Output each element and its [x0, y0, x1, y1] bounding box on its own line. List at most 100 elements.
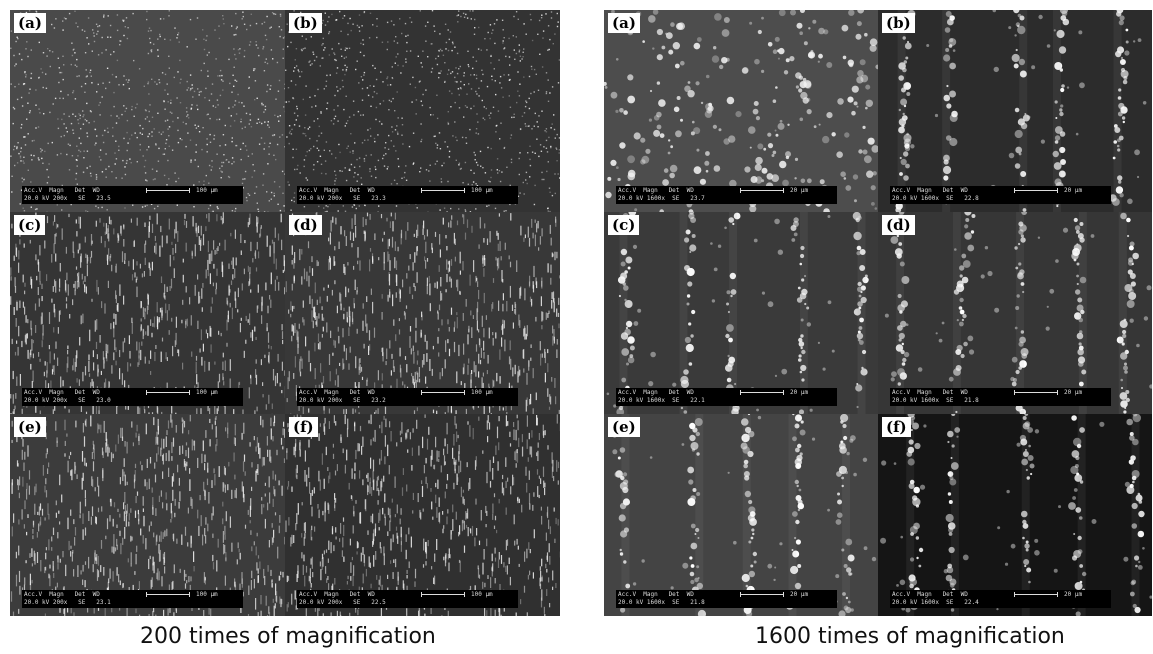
- left-panel-f: (f) Acc.V Magn Det WD 20.0 kV 200x SE 22.5…: [285, 414, 560, 616]
- scale-bar-length: 100 µm: [196, 389, 218, 396]
- scale-bar-length: 20 µm: [1064, 591, 1083, 598]
- scale-bar-info: 20.0 kV 1600x SE 22.1: [618, 397, 705, 404]
- left-panel-d: (d) Acc.V Magn Det WD 20.0 kV 200x SE 23.2…: [285, 212, 560, 414]
- scale-bar-info: 20.0 kV 200x SE 22.5: [299, 599, 386, 606]
- scale-bar-length: 100 µm: [196, 187, 218, 194]
- scale-bar-header: Acc.V Magn Det WD: [618, 187, 694, 194]
- scale-bar-line: [1014, 592, 1058, 597]
- micrograph-texture: [895, 10, 1147, 212]
- scale-bar-info: 20.0 kV 1600x SE 21.8: [892, 397, 979, 404]
- panel-label: (e): [608, 417, 640, 437]
- micrograph-texture: [10, 10, 285, 212]
- right-panel-b: (b) Acc.V Magn Det WD 20.0 kV 1600x SE 22.…: [878, 10, 1152, 212]
- scale-bar-length: 100 µm: [471, 591, 493, 598]
- caption-1600x: 1600 times of magnification: [755, 624, 1065, 649]
- scale-bar-length: 20 µm: [790, 591, 809, 598]
- micrograph-texture: [285, 212, 560, 414]
- panel-label: (f): [882, 417, 911, 437]
- micrograph-texture: [285, 414, 560, 616]
- micrograph-texture: [285, 10, 560, 212]
- left-panel-c: (c) Acc.V Magn Det WD 20.0 kV 200x SE 23.0…: [10, 212, 285, 414]
- scale-bar-length: 20 µm: [790, 187, 809, 194]
- right-panel-f: (f) Acc.V Magn Det WD 20.0 kV 1600x SE 22.…: [878, 414, 1152, 616]
- right-panel-c: (c) Acc.V Magn Det WD 20.0 kV 1600x SE 22.…: [604, 212, 878, 414]
- scale-bar-info: 20.0 kV 200x SE 23.3: [299, 195, 386, 202]
- micrograph-grid-1600x: (a) Acc.V Magn Det WD 20.0 kV 1600x SE 23.…: [604, 10, 1152, 616]
- scale-bar-line: [1014, 390, 1058, 395]
- scale-bar-line: [146, 592, 190, 597]
- micrograph-texture: [880, 414, 1152, 616]
- right-panel-a: (a) Acc.V Magn Det WD 20.0 kV 1600x SE 23.…: [604, 10, 878, 212]
- panel-label: (d): [289, 215, 322, 235]
- scale-bar-header: Acc.V Magn Det WD: [892, 591, 968, 598]
- scale-bar: Acc.V Magn Det WD 20.0 kV 200x SE 23.2 100…: [297, 388, 518, 406]
- panel-label: (d): [882, 215, 915, 235]
- panel-label: (c): [14, 215, 46, 235]
- scale-bar: Acc.V Magn Det WD 20.0 kV 1600x SE 23.7 20…: [616, 186, 837, 204]
- scale-bar-header: Acc.V Magn Det WD: [299, 389, 375, 396]
- scale-bar-header: Acc.V Magn Det WD: [892, 187, 968, 194]
- scale-bar: Acc.V Magn Det WD 20.0 kV 1600x SE 22.4 20…: [890, 590, 1111, 608]
- scale-bar-header: Acc.V Magn Det WD: [299, 187, 375, 194]
- scale-bar-header: Acc.V Magn Det WD: [299, 591, 375, 598]
- scale-bar: Acc.V Magn Det WD 20.0 kV 1600x SE 22.1 20…: [616, 388, 837, 406]
- scale-bar-info: 20.0 kV 1600x SE 21.8: [618, 599, 705, 606]
- panel-label: (a): [608, 13, 640, 33]
- caption-200x: 200 times of magnification: [140, 624, 436, 649]
- scale-bar-line: [740, 188, 784, 193]
- scale-bar-header: Acc.V Magn Det WD: [618, 591, 694, 598]
- scale-bar: Acc.V Magn Det WD 20.0 kV 200x SE 23.3 100…: [297, 186, 518, 204]
- right-panel-d: (d) Acc.V Magn Det WD 20.0 kV 1600x SE 21.…: [878, 212, 1152, 414]
- scale-bar-info: 20.0 kV 200x SE 23.1: [24, 599, 111, 606]
- scale-bar-length: 20 µm: [790, 389, 809, 396]
- scale-bar: Acc.V Magn Det WD 20.0 kV 1600x SE 21.8 20…: [616, 590, 837, 608]
- scale-bar-info: 20.0 kV 200x SE 23.0: [24, 397, 111, 404]
- scale-bar-line: [1014, 188, 1058, 193]
- scale-bar-line: [146, 390, 190, 395]
- scale-bar-length: 100 µm: [196, 591, 218, 598]
- scale-bar: Acc.V Magn Det WD 20.0 kV 1600x SE 21.8 20…: [890, 388, 1111, 406]
- scale-bar-info: 20.0 kV 200x SE 23.5: [24, 195, 111, 202]
- left-panel-e: (e) Acc.V Magn Det WD 20.0 kV 200x SE 23.1…: [10, 414, 285, 616]
- panel-label: (f): [289, 417, 318, 437]
- scale-bar-info: 20.0 kV 1600x SE 22.8: [892, 195, 979, 202]
- micrograph-texture: [604, 10, 878, 212]
- scale-bar: Acc.V Magn Det WD 20.0 kV 200x SE 23.5 100…: [22, 186, 243, 204]
- micrograph-texture: [10, 414, 285, 616]
- micrograph-texture: [10, 212, 285, 414]
- scale-bar-line: [421, 390, 465, 395]
- left-panel-b: (b) Acc.V Magn Det WD 20.0 kV 200x SE 23.3…: [285, 10, 560, 212]
- micrograph-texture: [884, 212, 1152, 414]
- scale-bar-length: 20 µm: [1064, 389, 1083, 396]
- scale-bar-header: Acc.V Magn Det WD: [618, 389, 694, 396]
- left-panel-a: (a) Acc.V Magn Det WD 20.0 kV 200x SE 23.5…: [10, 10, 285, 212]
- scale-bar-header: Acc.V Magn Det WD: [24, 591, 100, 598]
- micrograph-grid-200x: (a) Acc.V Magn Det WD 20.0 kV 200x SE 23.5…: [10, 10, 560, 616]
- scale-bar-header: Acc.V Magn Det WD: [892, 389, 968, 396]
- scale-bar-length: 100 µm: [471, 389, 493, 396]
- scale-bar-line: [146, 188, 190, 193]
- panel-label: (c): [608, 215, 640, 235]
- right-panel-e: (e) Acc.V Magn Det WD 20.0 kV 1600x SE 21.…: [604, 414, 878, 616]
- panel-label: (b): [289, 13, 322, 33]
- panel-label: (a): [14, 13, 46, 33]
- scale-bar-header: Acc.V Magn Det WD: [24, 187, 100, 194]
- scale-bar: Acc.V Magn Det WD 20.0 kV 1600x SE 22.8 20…: [890, 186, 1111, 204]
- micrograph-texture: [606, 212, 869, 414]
- scale-bar-line: [740, 592, 784, 597]
- scale-bar: Acc.V Magn Det WD 20.0 kV 200x SE 23.0 100…: [22, 388, 243, 406]
- scale-bar-line: [421, 592, 465, 597]
- scale-bar-info: 20.0 kV 1600x SE 22.4: [892, 599, 979, 606]
- micrograph-texture: [611, 414, 877, 616]
- scale-bar-info: 20.0 kV 1600x SE 23.7: [618, 195, 705, 202]
- scale-bar: Acc.V Magn Det WD 20.0 kV 200x SE 23.1 100…: [22, 590, 243, 608]
- scale-bar-length: 20 µm: [1064, 187, 1083, 194]
- scale-bar-line: [421, 188, 465, 193]
- panel-label: (e): [14, 417, 46, 437]
- panel-label: (b): [882, 13, 915, 33]
- scale-bar-header: Acc.V Magn Det WD: [24, 389, 100, 396]
- scale-bar-length: 100 µm: [471, 187, 493, 194]
- scale-bar: Acc.V Magn Det WD 20.0 kV 200x SE 22.5 100…: [297, 590, 518, 608]
- scale-bar-line: [740, 390, 784, 395]
- scale-bar-info: 20.0 kV 200x SE 23.2: [299, 397, 386, 404]
